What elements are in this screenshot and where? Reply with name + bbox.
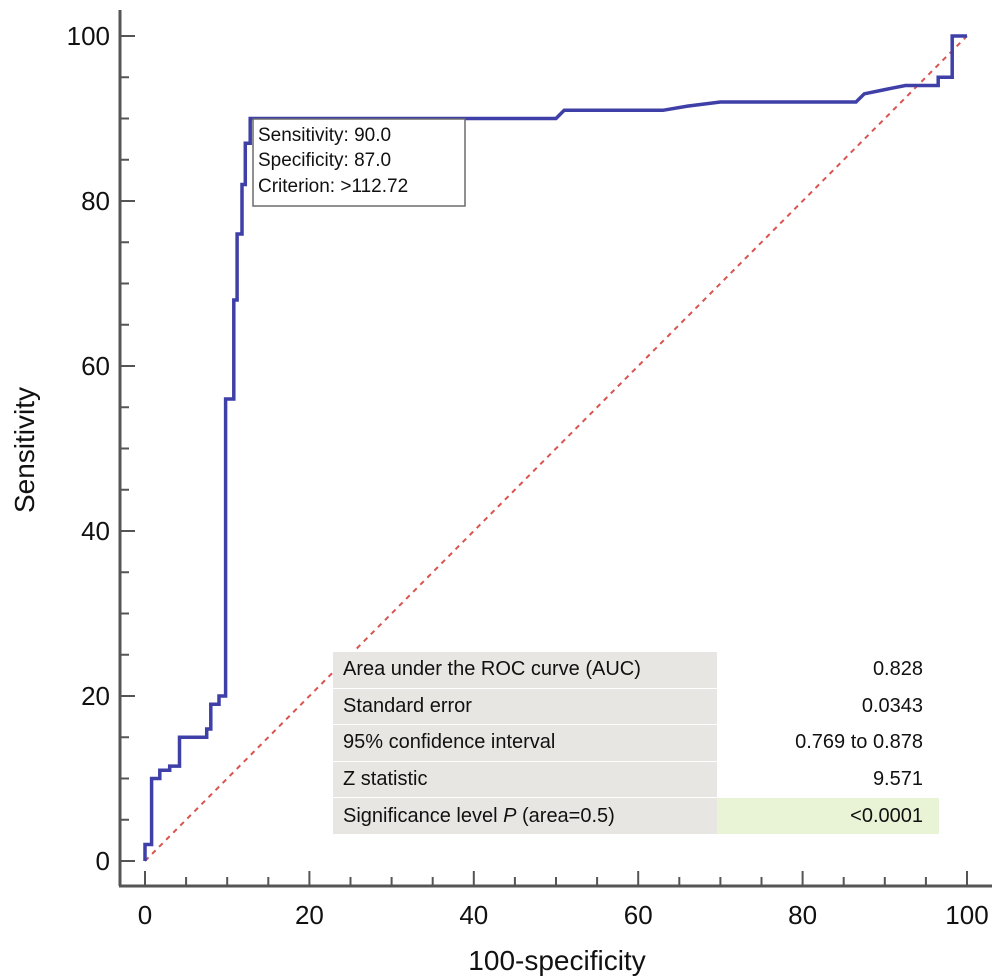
y-tick-label: 40 (81, 516, 110, 546)
stat-label: Area under the ROC curve (AUC) (333, 651, 717, 689)
y-tick-label: 80 (81, 186, 110, 216)
callout-box (252, 118, 466, 207)
x-tick-label: 80 (788, 900, 817, 930)
callout-line: Sensitivity: 90.0 (258, 125, 391, 146)
table-row: Significance level P (area=0.5) <0.0001 (333, 797, 939, 835)
stat-label: Standard error (333, 687, 717, 726)
table-row: Area under the ROC curve (AUC) 0.828 (333, 651, 939, 689)
stat-value: 9.571 (717, 760, 939, 799)
reference-diagonal-line (144, 35, 968, 862)
y-axis-title: Sensitivity (9, 387, 40, 513)
roc-curve (143, 34, 967, 861)
optimal-point-callout: Sensitivity: 90.0 Specificity: 87.0 Crit… (252, 118, 466, 207)
callout-line: Specificity: 87.0 (258, 150, 391, 171)
y-tick-label: 60 (81, 351, 110, 381)
series-layer (143, 34, 968, 862)
tick-labels: 0 20 40 60 80 100 0 20 40 60 80 100 (67, 21, 989, 930)
stat-value: 0.828 (717, 651, 939, 689)
x-tick-label: 60 (624, 900, 653, 930)
x-tick-label: 0 (138, 900, 152, 930)
table-row: Z statistic 9.571 (333, 760, 939, 799)
x-tick-label: 20 (295, 900, 324, 930)
stat-value: 0.769 to 0.878 (717, 724, 939, 762)
y-tick-label: 20 (81, 681, 110, 711)
stat-label-post: (area=0.5) (516, 804, 615, 827)
stat-value: <0.0001 (717, 797, 939, 835)
table-row: Standard error 0.0343 (333, 687, 939, 726)
stat-label-italic: P (503, 804, 517, 827)
x-axis-title: 100-specificity (468, 945, 645, 976)
table-row: 95% confidence interval 0.769 to 0.878 (333, 724, 939, 762)
x-tick-label: 40 (459, 900, 488, 930)
stat-label: Significance level P (area=0.5) (333, 797, 717, 835)
y-tick-label: 0 (96, 846, 110, 876)
x-tick-label: 100 (945, 900, 988, 930)
axes (118, 10, 992, 888)
roc-statistics-table: Area under the ROC curve (AUC) 0.828 Sta… (333, 651, 939, 835)
y-tick-label: 100 (67, 21, 110, 51)
stat-label: Z statistic (333, 760, 717, 799)
stat-value: 0.0343 (717, 687, 939, 726)
stat-label: 95% confidence interval (333, 724, 717, 762)
stat-label-pre: Significance level (343, 804, 504, 827)
callout-line: Criterion: >112.72 (258, 176, 408, 197)
